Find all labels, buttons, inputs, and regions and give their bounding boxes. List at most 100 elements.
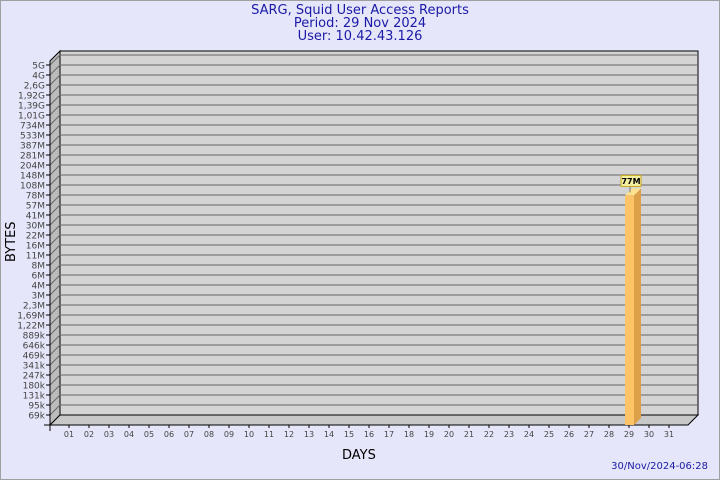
y-tick-label: 1,22M	[17, 322, 45, 332]
grid-line	[49, 144, 698, 156]
grid-line	[49, 224, 698, 236]
x-tick-label: 03	[104, 430, 114, 439]
x-tick-label: 25	[544, 430, 554, 439]
grid-line	[49, 374, 698, 386]
bar-side	[634, 188, 641, 425]
y-tick-label: 6M	[32, 272, 46, 282]
grid-line	[49, 114, 698, 126]
y-tick-label: 247k	[23, 372, 46, 382]
x-tick-label: 17	[384, 430, 394, 439]
y-tick-label: 387M	[20, 142, 45, 152]
y-tick-label: 22M	[26, 232, 45, 242]
bar-front	[625, 195, 634, 425]
grid-line	[49, 104, 698, 116]
y-tick-label: 1,01G	[18, 112, 45, 122]
grid-line	[49, 154, 698, 166]
data-label-box	[620, 174, 642, 187]
y-tick-label: 341k	[23, 362, 46, 372]
x-tick-label: 19	[424, 430, 434, 439]
x-tick-label: 20	[444, 430, 454, 439]
bar-top	[625, 188, 641, 196]
plot-back-wall	[59, 50, 699, 416]
y-tick-label: 148M	[20, 172, 45, 182]
y-tick-label: 4G	[32, 72, 45, 82]
x-tick-label: 09	[224, 430, 234, 439]
grid-line	[49, 264, 698, 276]
grid-line	[49, 64, 698, 76]
x-tick-label: 27	[584, 430, 594, 439]
grid-line	[49, 354, 698, 366]
grid-line	[49, 194, 698, 206]
x-tick-label: 23	[504, 430, 514, 439]
grid-line	[49, 74, 698, 86]
grid-line	[49, 204, 698, 216]
y-tick-label: 1,39G	[18, 102, 45, 112]
y-tick-label: 108M	[20, 182, 45, 192]
grid-line	[49, 334, 698, 346]
grid-line	[49, 214, 698, 226]
grid-line	[49, 174, 698, 186]
x-axis-label: DAYS	[342, 448, 376, 463]
chart-subtitle-period: Period: 29 Nov 2024	[293, 16, 427, 31]
chart-title: SARG, Squid User Access Reports	[251, 3, 469, 18]
y-tick-label: 8M	[32, 262, 46, 272]
grid-line	[49, 254, 698, 266]
y-tick-label: 57M	[26, 202, 45, 212]
x-tick-label: 26	[564, 430, 574, 439]
y-tick-label: 281M	[20, 152, 45, 162]
x-tick-label: 29	[624, 430, 634, 439]
y-tick-label: 646k	[23, 342, 46, 352]
grid-line	[49, 314, 698, 326]
y-tick-label: 11M	[26, 252, 45, 262]
grid-line	[49, 394, 698, 406]
x-tick-label: 04	[124, 430, 134, 439]
grid-line	[49, 324, 698, 336]
x-tick-label: 24	[524, 430, 534, 439]
y-tick-label: 1,92G	[18, 92, 45, 102]
grid-line	[49, 84, 698, 96]
grid-line	[49, 404, 698, 416]
y-tick-label: 204M	[20, 162, 45, 172]
y-tick-label: 69k	[28, 412, 45, 422]
x-tick-label: 15	[344, 430, 354, 439]
grid-line	[49, 344, 698, 356]
x-tick-label: 28	[604, 430, 614, 439]
x-tick-label: 05	[144, 430, 154, 439]
y-tick-label: 95k	[28, 402, 45, 412]
generated-timestamp: 30/Nov/2024-06:28	[611, 461, 708, 472]
x-tick-label: 31	[664, 430, 674, 439]
x-tick-label: 10	[244, 430, 254, 439]
x-tick-label: 01	[64, 430, 74, 439]
data-label: 77M	[621, 177, 640, 186]
grid-line	[49, 294, 698, 306]
grid-line	[49, 284, 698, 296]
y-tick-label: 533M	[20, 132, 45, 142]
y-tick-label: 41M	[26, 212, 45, 222]
chart-subtitle-user: User: 10.42.43.126	[297, 29, 423, 44]
grid-line	[49, 304, 698, 316]
grid-line	[49, 364, 698, 376]
grid-line	[49, 274, 698, 286]
y-tick-label: 469k	[23, 352, 46, 362]
grid-line	[49, 54, 698, 66]
x-tick-label: 13	[304, 430, 314, 439]
x-tick-label: 12	[284, 430, 294, 439]
grid-line	[49, 184, 698, 196]
y-tick-label: 734M	[20, 122, 45, 132]
y-tick-label: 78M	[26, 192, 45, 202]
y-tick-label: 131k	[23, 392, 46, 402]
grid-line	[49, 134, 698, 146]
grid-line	[49, 384, 698, 396]
y-tick-label: 3M	[32, 292, 46, 302]
y-tick-label: 889k	[23, 332, 46, 342]
x-tick-label: 06	[164, 430, 174, 439]
grid-line	[49, 164, 698, 176]
y-tick-label: 5G	[32, 62, 45, 72]
x-tick-label: 18	[404, 430, 414, 439]
x-tick-label: 02	[84, 430, 94, 439]
x-tick-label: 11	[264, 430, 274, 439]
x-tick-label: 14	[324, 430, 334, 439]
y-tick-label: 30M	[26, 222, 45, 232]
grid-line	[49, 244, 698, 256]
